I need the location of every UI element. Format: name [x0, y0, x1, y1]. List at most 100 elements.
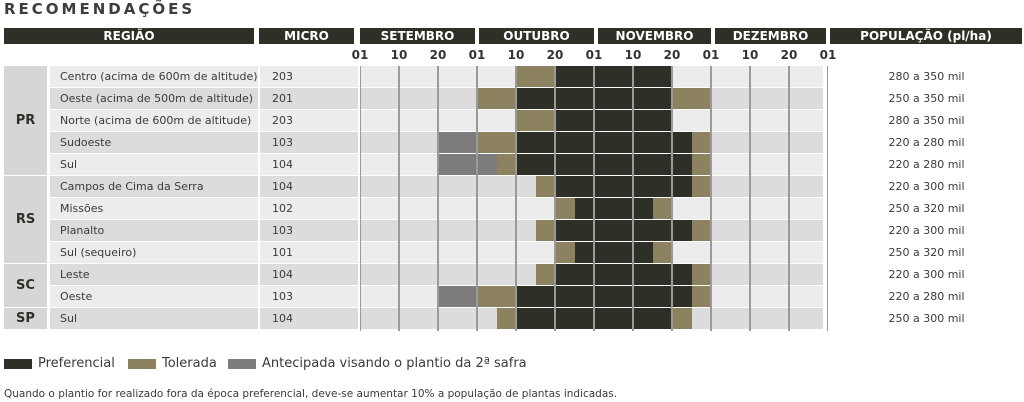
legend-item-tolerada: Tolerada: [128, 356, 217, 371]
preferencial-period-bar: [555, 264, 692, 285]
state-code: RS: [4, 176, 47, 263]
population-value: 220 a 280 mil: [888, 136, 965, 149]
region-name: Leste: [60, 268, 90, 281]
legend-item-antecipada: Antecipada visando o plantio da 2ª safra: [228, 356, 527, 371]
micro-code: 103: [272, 136, 293, 149]
population-value: 250 a 320 mil: [888, 202, 965, 215]
grid-line: [749, 66, 751, 331]
page-title: RECOMENDAÇÕES: [4, 0, 196, 18]
population-value: 220 a 280 mil: [888, 158, 965, 171]
tolerada-period-bar: [652, 198, 672, 219]
column-divider: [358, 66, 360, 331]
header-regiao: REGIÃO: [4, 28, 254, 44]
preferencial-period-bar: [516, 286, 692, 307]
population-value: 250 a 350 mil: [888, 92, 965, 105]
preferencial-period-bar: [555, 66, 672, 87]
grid-line: [710, 66, 712, 331]
footnote: Quando o plantio for realizado fora da é…: [4, 388, 618, 400]
tolerada-period-bar: [672, 308, 692, 329]
population-value: 220 a 300 mil: [888, 268, 965, 281]
tolerada-period-bar: [477, 132, 516, 153]
preferencial-period-bar: [516, 154, 692, 175]
micro-code: 201: [272, 92, 293, 105]
region-name: Planalto: [60, 224, 105, 237]
tick-label: 01: [819, 48, 837, 62]
tolerada-period-bar: [691, 132, 711, 153]
tolerada-period-bar: [691, 176, 711, 197]
preferencial-period-bar: [555, 176, 692, 197]
micro-code: 102: [272, 202, 293, 215]
tolerada-period-bar: [496, 154, 516, 175]
micro-code: 104: [272, 312, 293, 325]
micro-code: 203: [272, 70, 293, 83]
tolerada-period-bar: [555, 198, 575, 219]
grid-line: [515, 66, 517, 331]
tick-label: 20: [429, 48, 447, 62]
region-name: Oeste: [60, 290, 93, 303]
tolerada-period-bar: [496, 308, 516, 329]
antecipada-swatch: [228, 358, 256, 369]
population-value: 220 a 300 mil: [888, 180, 965, 193]
micro-code: 104: [272, 180, 293, 193]
legend-label: Tolerada: [162, 356, 217, 371]
micro-code: 104: [272, 268, 293, 281]
grid-line: [398, 66, 400, 331]
tick-label: 20: [663, 48, 681, 62]
population-value: 280 a 350 mil: [888, 114, 965, 127]
legend-label: Preferencial: [38, 356, 115, 371]
tick-label: 10: [390, 48, 408, 62]
micro-code: 103: [272, 224, 293, 237]
antecipada-period-bar: [438, 132, 477, 153]
grid-line: [437, 66, 439, 331]
tolerada-period-bar: [691, 286, 711, 307]
grid-line: [554, 66, 556, 331]
tick-label: 01: [702, 48, 720, 62]
grid-line: [476, 66, 478, 331]
grid-line: [632, 66, 634, 331]
region-name: Centro (acima de 600m de altitude): [60, 70, 258, 83]
preferencial-period-bar: [574, 198, 653, 219]
micro-code: 104: [272, 158, 293, 171]
tolerada-period-bar: [672, 88, 711, 109]
preferencial-period-bar: [555, 220, 692, 241]
tolerada-period-bar: [691, 220, 711, 241]
region-name: Sul (sequeiro): [60, 246, 137, 259]
region-name: Sul: [60, 158, 78, 171]
column-divider: [258, 66, 260, 331]
tolerada-period-bar: [535, 220, 555, 241]
grid-line: [788, 66, 790, 331]
header-month-novembro: NOVEMBRO: [598, 28, 711, 44]
region-name: Norte (acima de 600m de altitude): [60, 114, 252, 127]
tolerada-period-bar: [652, 242, 672, 263]
header-populacao: POPULAÇÃO (pl/ha): [830, 28, 1022, 44]
tick-label: 01: [351, 48, 369, 62]
region-name: Campos de Cima da Serra: [60, 180, 204, 193]
tick-label: 01: [468, 48, 486, 62]
region-name: Missões: [60, 202, 104, 215]
tick-label: 01: [585, 48, 603, 62]
legend-label: Antecipada visando o plantio da 2ª safra: [262, 356, 527, 371]
micro-code: 101: [272, 246, 293, 259]
antecipada-period-bar: [438, 286, 477, 307]
header-month-outubro: OUTUBRO: [479, 28, 594, 44]
tolerada-period-bar: [516, 110, 555, 131]
population-value: 220 a 280 mil: [888, 290, 965, 303]
tolerada-period-bar: [516, 66, 555, 87]
region-name: Oeste (acima de 500m de altitude): [60, 92, 254, 105]
tick-label: 10: [624, 48, 642, 62]
population-value: 250 a 320 mil: [888, 246, 965, 259]
tolerada-period-bar: [477, 88, 516, 109]
state-code: SC: [4, 264, 47, 307]
preferencial-period-bar: [555, 110, 672, 131]
tick-label: 20: [546, 48, 564, 62]
state-code: PR: [4, 66, 47, 175]
preferencial-swatch: [4, 358, 32, 369]
tick-label: 20: [780, 48, 798, 62]
population-value: 250 a 300 mil: [888, 312, 965, 325]
header-micro: MICRO: [259, 28, 354, 44]
tick-label: 10: [741, 48, 759, 62]
header-month-dezembro: DEZEMBRO: [715, 28, 826, 44]
tolerada-period-bar: [477, 286, 516, 307]
legend-item-preferencial: Preferencial: [4, 356, 115, 371]
tolerada-period-bar: [535, 176, 555, 197]
